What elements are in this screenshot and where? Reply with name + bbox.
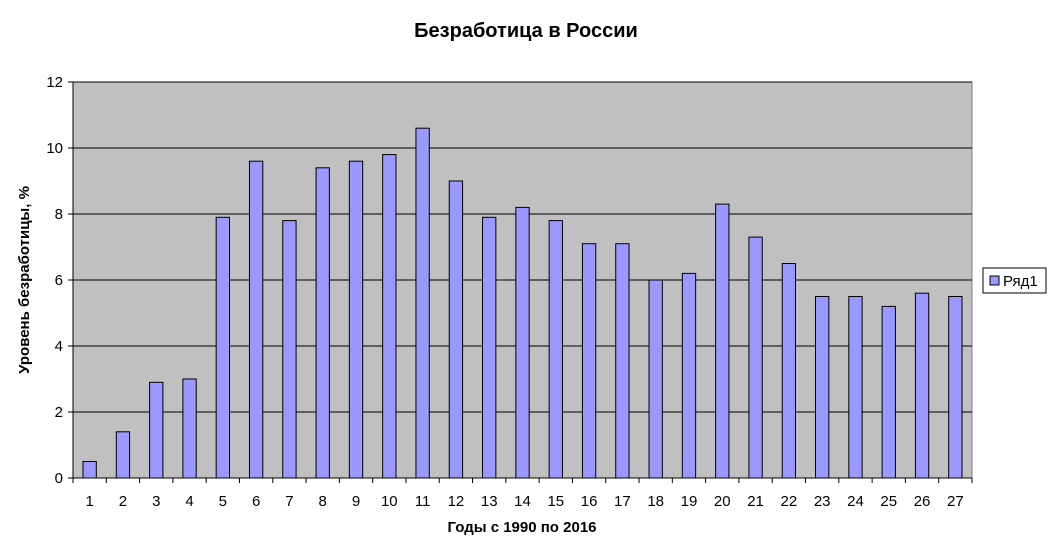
x-tick-label: 27: [947, 493, 964, 510]
x-tick-label: 11: [415, 493, 431, 510]
bar-2: [115, 431, 131, 479]
y-tick-label: 4: [55, 338, 63, 355]
x-tick-label: 7: [285, 493, 293, 510]
y-axis-ticks: 0 2 4 6 8 10 12: [46, 74, 73, 487]
x-tick-label: 1: [85, 493, 93, 510]
bar-24: [848, 296, 863, 479]
bar-13: [482, 216, 497, 479]
bar-21: [748, 236, 763, 479]
x-tick-label: 13: [481, 493, 498, 510]
x-tick-label: 12: [448, 493, 465, 510]
legend-swatch: [989, 275, 1000, 286]
x-tick-label: 24: [847, 493, 864, 510]
y-tick-label: 6: [55, 272, 63, 289]
bar-1: [82, 461, 97, 479]
x-tick-label: 6: [252, 493, 260, 510]
y-tick-label: 2: [55, 404, 63, 421]
x-tick-label: 14: [514, 493, 531, 510]
bar-5: [215, 216, 230, 479]
x-tick-label: 25: [880, 493, 897, 510]
legend-box: [982, 267, 1047, 294]
bar-18: [648, 279, 663, 479]
legend: Ряд1: [982, 267, 1047, 294]
bar-22: [781, 263, 797, 479]
y-axis-title: Уровень безработицы, %: [16, 186, 33, 374]
bar-23: [815, 296, 830, 479]
bar-26: [914, 292, 930, 479]
x-tick-label: 16: [581, 493, 598, 510]
y-tick-label: 10: [46, 140, 63, 157]
x-tick-label: 8: [319, 493, 327, 510]
x-tick-label: 23: [814, 493, 831, 510]
bar-3: [149, 381, 164, 479]
x-axis-ticks: 1 2 3 4 5 6 7 8 9 10 11 12 13 14 15 16 17 18 19 20 21 22 23 24 2…: [72, 478, 973, 510]
bar-19: [681, 272, 697, 479]
bar-4: [182, 378, 197, 479]
x-tick-label: 5: [219, 493, 227, 510]
x-tick-label: 19: [681, 493, 698, 510]
y-tick-label: 8: [55, 206, 63, 223]
x-tick-label: 4: [185, 493, 193, 510]
bar-6: [248, 160, 264, 479]
bar-9: [348, 160, 364, 479]
x-tick-label: 18: [647, 493, 664, 510]
x-tick-label: 20: [714, 493, 731, 510]
x-tick-label: 15: [547, 493, 564, 510]
bars: [82, 127, 963, 479]
bar-14: [515, 206, 530, 479]
x-tick-label: 22: [781, 493, 798, 510]
legend-label: Ряд1: [1003, 273, 1038, 290]
x-tick-label: 10: [381, 493, 398, 510]
bar-17: [615, 243, 630, 479]
bar-27: [948, 296, 963, 479]
bar-15: [548, 220, 563, 479]
bar-8: [315, 167, 330, 479]
chart-title: Безработица в России: [414, 20, 638, 42]
x-axis-title: Годы с 1990 по 2016: [447, 519, 596, 536]
bar-16: [581, 243, 597, 479]
bar-20: [715, 203, 730, 479]
bar-12: [448, 180, 464, 479]
x-tick-label: 2: [119, 493, 127, 510]
x-tick-label: 3: [152, 493, 160, 510]
bar-7: [282, 220, 297, 479]
x-tick-label: 9: [352, 493, 360, 510]
x-tick-label: 17: [614, 493, 631, 510]
y-tick-label: 12: [46, 74, 63, 91]
x-tick-label: 21: [747, 493, 764, 510]
y-tick-label: 0: [55, 470, 63, 487]
x-tick-label: 26: [914, 493, 931, 510]
bar-25: [881, 305, 896, 479]
bar-11: [415, 127, 430, 479]
bar-10: [382, 154, 397, 479]
